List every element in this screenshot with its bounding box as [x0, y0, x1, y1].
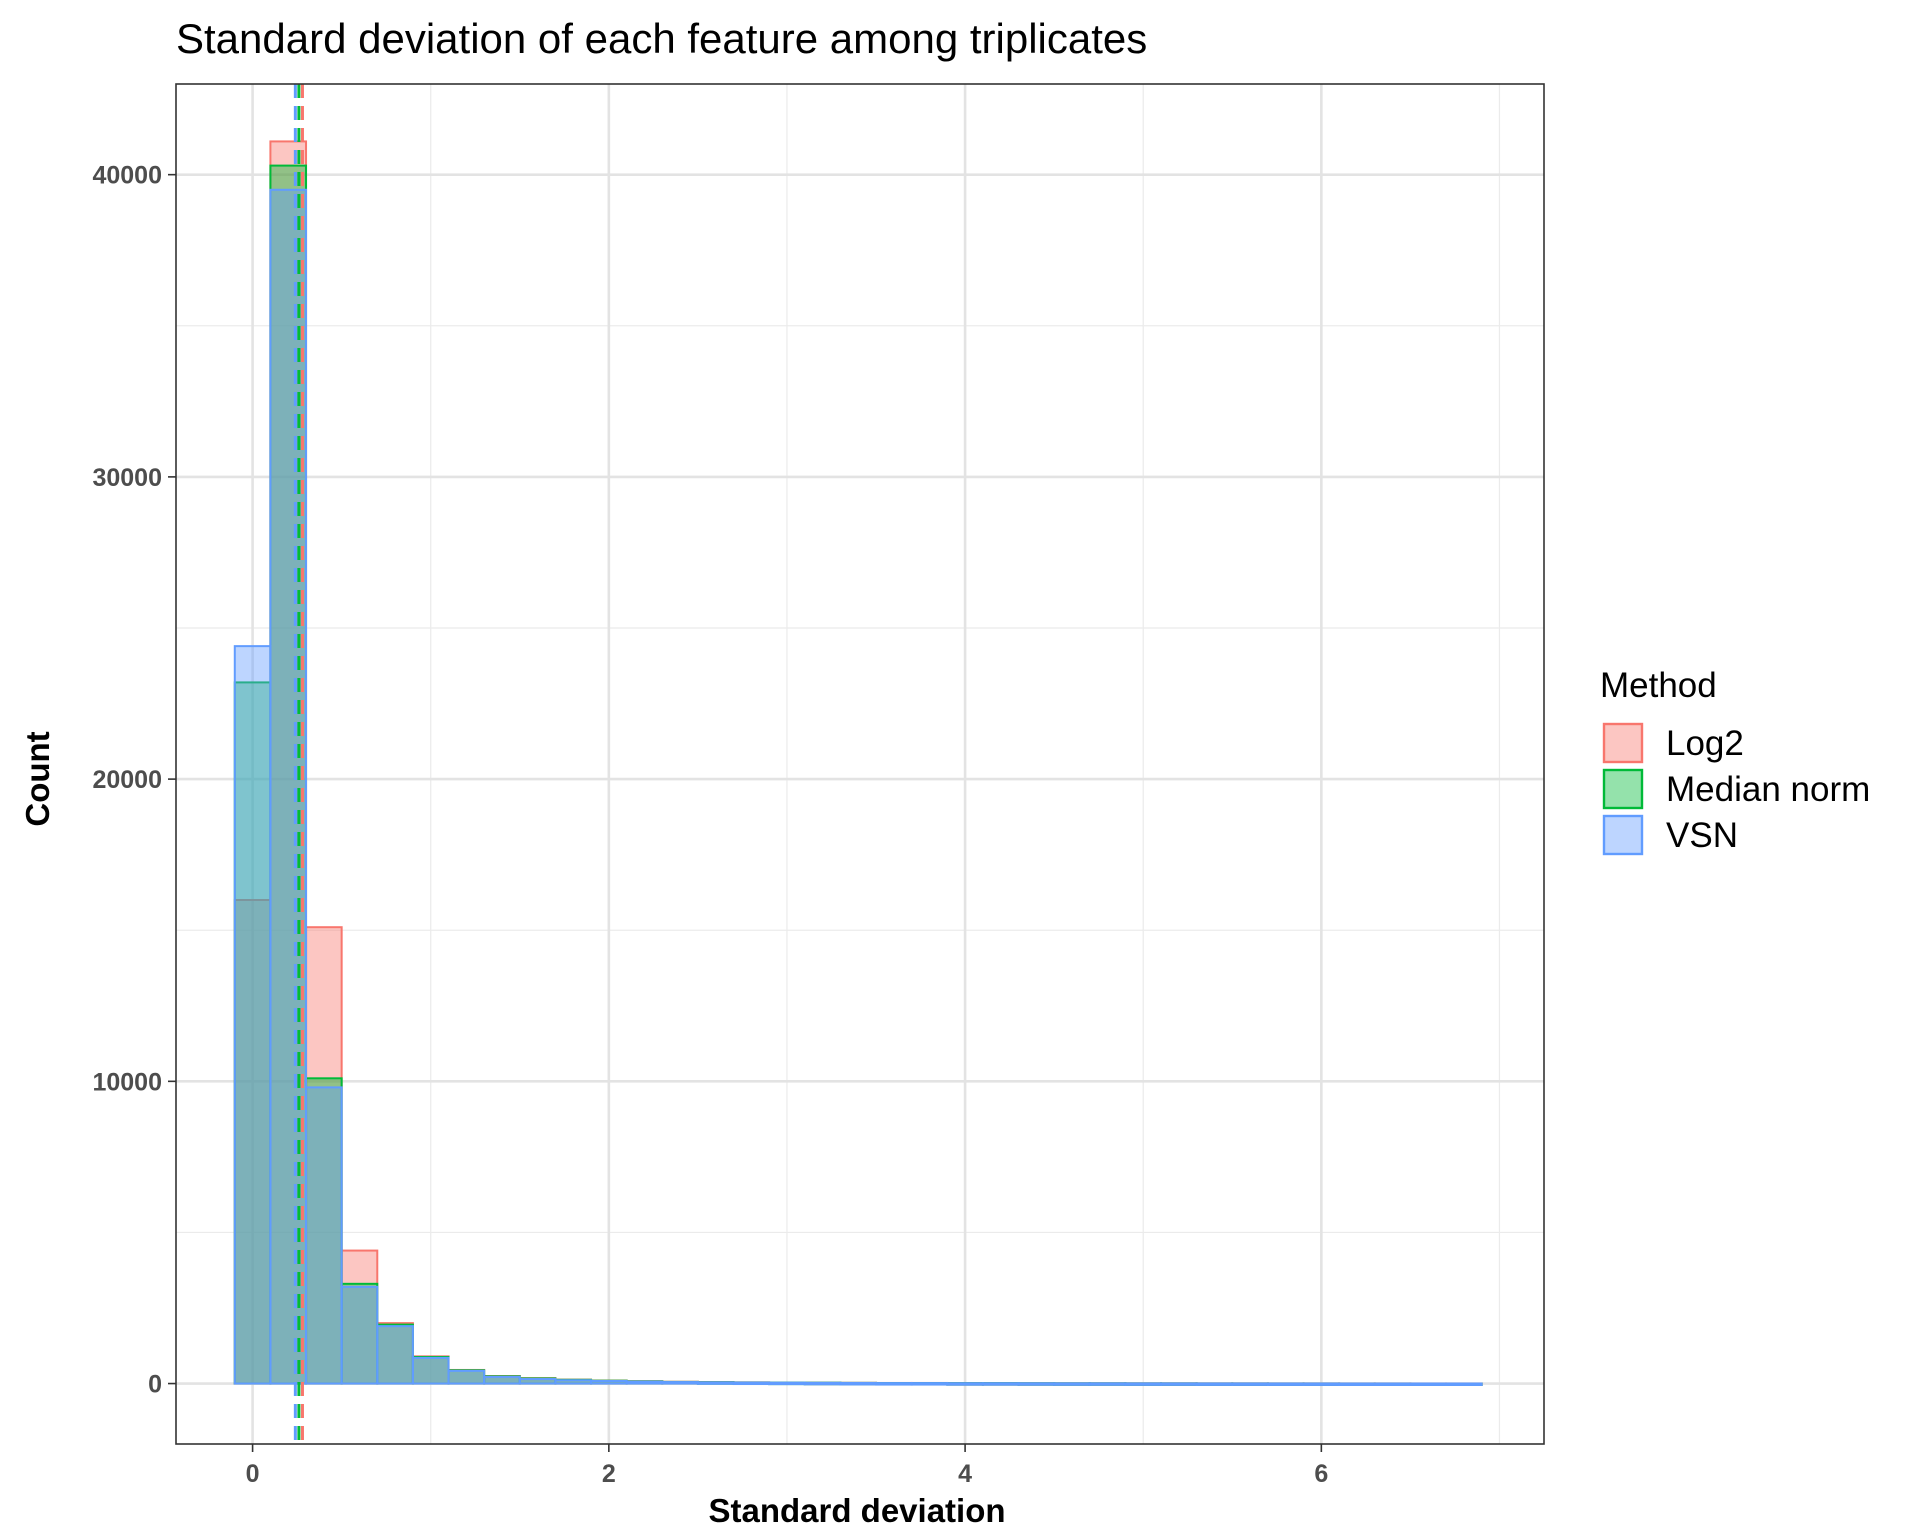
legend-key-bg	[1602, 722, 1644, 764]
bar-vsn	[875, 1382, 913, 1386]
bar-vsn	[732, 1381, 771, 1386]
bar-vsn	[411, 1356, 450, 1385]
legend-key-vsn	[1602, 814, 1644, 856]
legend-key-bg	[1602, 768, 1644, 810]
legend-title: Method	[1600, 666, 1717, 705]
bar-vsn	[696, 1381, 735, 1385]
y-tick-label: 40000	[92, 162, 162, 190]
bar-vsn	[1088, 1382, 1127, 1386]
mean-lines	[293, 84, 304, 1444]
bar-vsn	[554, 1379, 593, 1385]
bar-vsn	[1445, 1382, 1483, 1386]
bar-vsn	[981, 1382, 1020, 1386]
x-tick-label: 2	[602, 1460, 616, 1488]
bar-vsn	[768, 1381, 806, 1386]
bar-log2	[305, 926, 343, 1385]
bar-vsn	[340, 1285, 379, 1385]
legend-label: Log2	[1666, 724, 1744, 763]
legend-label: Median norm	[1666, 770, 1870, 809]
bar-vsn	[233, 645, 272, 1385]
bar-vsn	[1338, 1382, 1376, 1386]
bar-vsn	[1195, 1382, 1234, 1386]
legend-key-median-norm	[1602, 768, 1644, 810]
legend-key-bg	[1602, 814, 1644, 856]
bar-vsn	[518, 1378, 557, 1385]
x-axis-title: Standard deviation	[708, 1492, 1005, 1529]
y-tick-label: 20000	[92, 766, 162, 794]
axis-ticks: 0 2 4 6 0 10000 20000 30000 40000	[92, 162, 1328, 1488]
legend-key-log2	[1602, 722, 1644, 764]
bar-vsn	[946, 1382, 984, 1386]
grid-lines	[176, 84, 1544, 1444]
bar-median-norm	[233, 681, 272, 1385]
panel-border	[175, 83, 1545, 1445]
bar-vsn	[1409, 1382, 1448, 1386]
y-axis-title: Count	[19, 731, 56, 826]
legend-label: VSN	[1666, 816, 1738, 855]
x-tick-label: 0	[246, 1460, 260, 1488]
bar-vsn	[1124, 1382, 1163, 1386]
legend: Method Log2 Median norm VSN	[1600, 666, 1870, 856]
bar-vsn	[590, 1379, 628, 1385]
bar-vsn	[483, 1375, 521, 1385]
histogram-bars	[233, 140, 1483, 1386]
bar-vsn	[1053, 1382, 1091, 1386]
bar-vsn	[269, 188, 308, 1385]
bar-vsn	[910, 1382, 949, 1386]
bar-vsn	[1302, 1382, 1341, 1386]
y-tick-label: 0	[148, 1371, 162, 1399]
bar-vsn	[447, 1369, 486, 1385]
bar-vsn	[803, 1381, 842, 1386]
bar-vsn	[839, 1381, 878, 1386]
x-tick-label: 4	[958, 1460, 972, 1488]
bar-vsn	[1373, 1382, 1412, 1386]
bar-vsn	[661, 1381, 699, 1385]
bar-vsn	[1266, 1382, 1305, 1386]
y-tick-label: 30000	[92, 464, 162, 492]
bar-vsn	[625, 1380, 664, 1385]
bar-vsn	[1160, 1382, 1198, 1386]
bar-vsn	[1231, 1382, 1269, 1386]
chart-title: Standard deviation of each feature among…	[176, 15, 1147, 62]
bar-vsn	[305, 1086, 343, 1385]
bar-vsn	[376, 1325, 414, 1385]
bar-vsn	[1017, 1382, 1056, 1386]
x-tick-label: 6	[1314, 1460, 1328, 1488]
y-tick-label: 10000	[92, 1068, 162, 1096]
